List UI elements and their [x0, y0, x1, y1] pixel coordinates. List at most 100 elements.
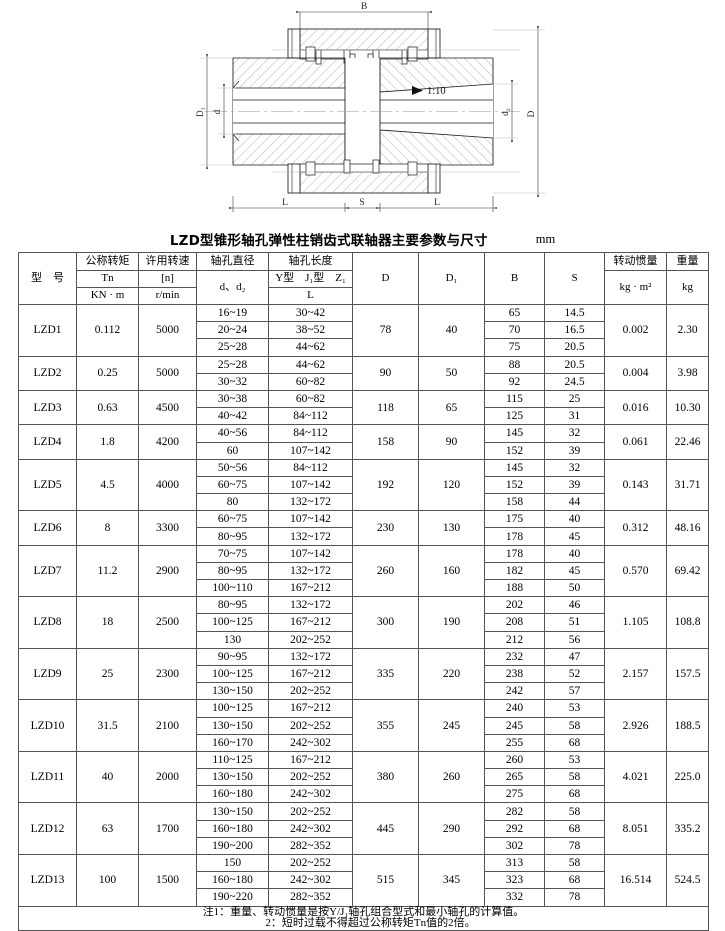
- cell-B: 232: [484, 647, 545, 666]
- table-row: LZD13 100 1500 150 202~252 515 345 313 58 16.514 5…: [18, 853, 709, 907]
- cell-B: 208: [484, 613, 545, 632]
- table-row: 60~75 107~142 152 39: [19, 475, 709, 495]
- th-speed-unit: r/min: [138, 287, 197, 305]
- cell-bore-diameter: 190~200: [196, 836, 269, 856]
- cell-S: 40: [544, 544, 605, 563]
- cell-bore-diameter: 20~24: [196, 321, 269, 340]
- cell-B: 302: [484, 836, 545, 856]
- footnote-2: 2：短时过载不得超过公称转矩Tn值的2倍。: [265, 917, 476, 930]
- th-speed-cn: 许用转速: [138, 252, 197, 271]
- cell-inertia: 8.051: [604, 802, 667, 855]
- cell-B: 65: [484, 303, 545, 323]
- cell-B: 332: [484, 888, 545, 907]
- cell-D1: 120: [418, 458, 485, 512]
- cell-B: 212: [484, 630, 545, 649]
- cell-weight: 69.42: [666, 544, 709, 598]
- cell-S: 78: [544, 836, 605, 856]
- cell-bore-length: 242~302: [268, 733, 353, 752]
- cell-S: 68: [544, 819, 605, 838]
- cell-S: 68: [544, 785, 605, 804]
- cell-speed: 5000: [138, 304, 197, 357]
- cell-bore-length: 107~142: [268, 510, 353, 529]
- cell-B: 125: [484, 407, 545, 426]
- cell-B: 115: [484, 389, 545, 409]
- cell-D1: 245: [418, 699, 485, 752]
- cell-model: LZD4: [18, 424, 77, 460]
- cell-S: 14.5: [544, 303, 605, 323]
- cell-model: LZD12: [18, 802, 77, 855]
- cell-S: 47: [544, 647, 605, 666]
- cell-bore-diameter: 50~56: [196, 458, 269, 477]
- cell-speed: 5000: [138, 355, 197, 391]
- cell-B: 88: [484, 355, 545, 374]
- cell-inertia: 4.021: [604, 750, 667, 804]
- th-model: 型 号: [18, 252, 77, 305]
- cell-speed: 2300: [138, 647, 197, 701]
- cell-B: 175: [484, 510, 545, 529]
- cell-S: 53: [544, 699, 605, 718]
- cell-B: 313: [484, 853, 545, 873]
- cell-D: 380: [352, 750, 419, 804]
- cell-B: 260: [484, 750, 545, 770]
- cell-D1: 50: [418, 355, 485, 391]
- cell-bore-length: 167~212: [268, 750, 353, 770]
- cell-B: 282: [484, 802, 545, 821]
- cell-D1: 40: [418, 304, 485, 357]
- dim-label-B: B: [361, 2, 367, 12]
- cell-bore-diameter: 60~75: [196, 510, 269, 529]
- cell-bore-length: 167~212: [268, 699, 353, 718]
- footnote-1: 注1：重量、转动惯量是按Y/J₁轴孔组合型式和最小轴孔的计算值。: [202, 905, 525, 918]
- cell-S: 20.5: [544, 355, 605, 374]
- cell-bore-length: 44~62: [268, 355, 353, 374]
- cell-bore-diameter: 100~125: [196, 664, 269, 684]
- cell-inertia: 0.004: [604, 355, 667, 391]
- th-bore-dia-cn: 轴孔直径: [196, 252, 269, 271]
- cell-torque: 0.63: [76, 389, 139, 426]
- table-row: 160~180 242~302 275 68: [19, 785, 709, 804]
- cell-torque: 4.5: [76, 458, 139, 512]
- cell-torque: 40: [76, 750, 139, 804]
- table-row: LZD7 11.2 2900 70~75 107~142 260 160 178 40 0.570…: [18, 544, 709, 598]
- cell-D1: 160: [418, 544, 485, 598]
- cell-bore-diameter: 30~32: [196, 372, 269, 391]
- cell-bore-length: 132~172: [268, 527, 353, 546]
- table-row: 130~150 202~252 245 58: [19, 716, 709, 735]
- cell-S: 58: [544, 716, 605, 735]
- cell-bore-diameter: 60: [196, 441, 269, 460]
- table-row: 100~110 167~212 188 50: [19, 578, 709, 598]
- cell-bore-diameter: 25~28: [196, 338, 269, 357]
- table-row: 160~180 242~302 292 68: [19, 819, 709, 838]
- cell-bore-length: 38~52: [268, 321, 353, 340]
- table-row: 100~125 167~212 238 52: [19, 664, 709, 684]
- dim-label-L-right: L: [434, 198, 440, 208]
- cell-bore-diameter: 130~150: [196, 716, 269, 735]
- footnotes-cell: 注1：重量、转动惯量是按Y/J₁轴孔组合型式和最小轴孔的计算值。 2：短时过载不…: [18, 905, 709, 931]
- cell-bore-diameter: 150: [196, 853, 269, 873]
- cell-S: 58: [544, 768, 605, 787]
- cell-B: 158: [484, 493, 545, 512]
- cell-model: LZD2: [18, 355, 77, 391]
- th-bore-len-types: Y型 J₁型 Z₁: [268, 270, 353, 288]
- cell-bore-diameter: 100~125: [196, 613, 269, 632]
- cell-B: 240: [484, 699, 545, 718]
- cell-S: 68: [544, 871, 605, 890]
- cell-S: 39: [544, 441, 605, 460]
- cell-D1: 220: [418, 647, 485, 701]
- cell-bore-length: 107~142: [268, 544, 353, 563]
- cell-speed: 4000: [138, 458, 197, 512]
- cell-speed: 2500: [138, 596, 197, 649]
- cell-inertia: 0.143: [604, 458, 667, 512]
- table-row: 130~150 202~252 265 58: [19, 768, 709, 787]
- cell-weight: 225.0: [666, 750, 709, 804]
- cell-D: 515: [352, 854, 419, 907]
- cell-weight: 10.30: [666, 389, 709, 426]
- table-row: LZD6 8 3300 60~75 107~142 230 130 175 40 0.312 48.…: [18, 510, 709, 546]
- table-row: LZD4 1.8 4200 40~56 84~112 158 90 145 32 0.061 22.…: [18, 424, 709, 460]
- table-row: 130~150 202~252 242 57: [19, 682, 709, 701]
- dim-label-S: S: [359, 198, 364, 208]
- cell-D: 90: [352, 355, 419, 391]
- cell-S: 45: [544, 527, 605, 546]
- cell-weight: 335.2: [666, 802, 709, 855]
- cell-bore-diameter: 190~220: [196, 888, 269, 907]
- table-row: LZD3 0.63 4500 30~38 60~82 118 65 115 25 0.016 10.…: [18, 389, 709, 426]
